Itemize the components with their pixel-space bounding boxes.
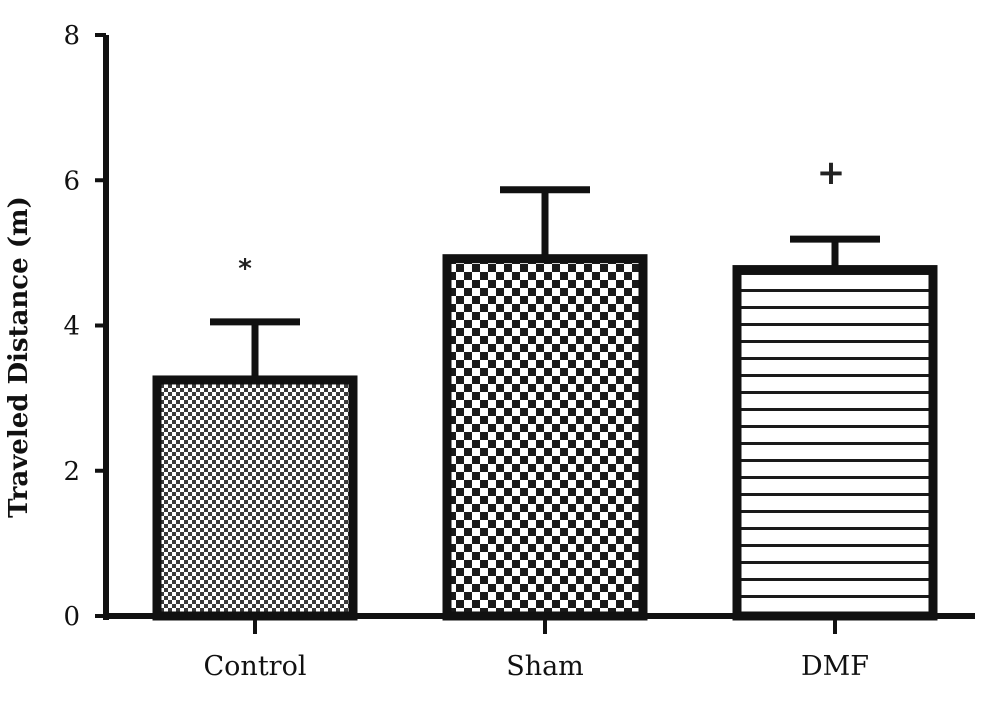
significance-marker: *	[238, 254, 252, 284]
bar-control	[152, 375, 358, 621]
y-tick-label: 8	[63, 21, 80, 51]
axes: 0 2 4 6 8 Control Sham DMF	[63, 21, 975, 682]
x-tick-label: DMF	[801, 651, 869, 682]
y-axis-title: Traveled Distance (m)	[4, 196, 34, 518]
y-tick-label: 0	[63, 602, 80, 632]
bar-sham	[442, 254, 648, 621]
x-tick-label: Sham	[506, 651, 584, 682]
y-tick-label: 2	[63, 457, 80, 487]
y-tick-label: 4	[63, 312, 80, 342]
bar-dmf	[732, 265, 938, 621]
x-tick-label: Control	[204, 651, 307, 682]
y-tick-label: 6	[63, 166, 80, 196]
bars-layer: *+	[152, 153, 938, 621]
significance-marker: +	[817, 153, 846, 193]
